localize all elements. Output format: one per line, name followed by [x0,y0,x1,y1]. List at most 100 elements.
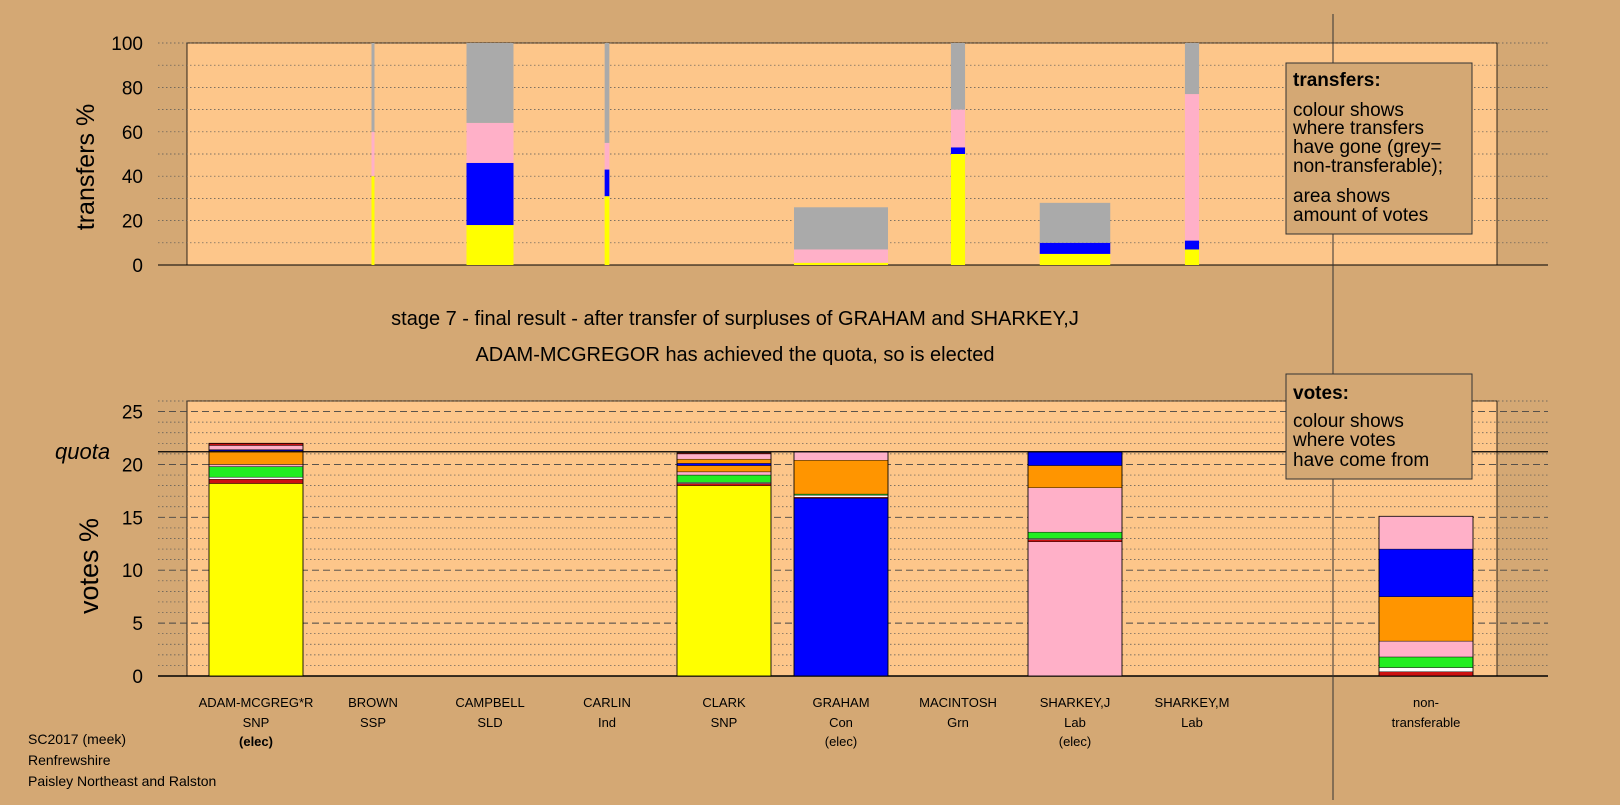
transfer-bar-segment [1184,94,1200,241]
vote-bar-outline [1378,515,1474,677]
candidate-party-label: SNP [243,715,270,730]
transfers-legend-line: amount of votes [1293,205,1428,226]
vote-bar-segment [676,465,772,473]
candidate-name-label: CLARK [702,695,746,710]
transfer-bar-segment [604,169,610,197]
transfer-bar-segment [1039,253,1111,265]
footer: SC2017 (meek) Renfrewshire Paisley North… [28,729,216,792]
vote-bar-segment [208,445,304,450]
vote-bar-segment [793,498,889,677]
vote-bar-segment [1027,451,1123,466]
transfer-bar-segment [950,147,966,154]
legends: transfers: colour shows where transfershav… [1285,14,1473,800]
votes-y-tick-label: 0 [132,667,143,688]
transfers-chart: 0 20 40 60 80 100 transfers % [72,34,1548,277]
transfers-y-tick-label: 20 [122,212,143,233]
transfer-bar-segment [371,131,375,177]
vote-bar-segment [208,479,304,484]
transfer-bar-segment [1184,249,1200,265]
vote-bar-segment [1378,640,1474,658]
candidate-name-label: CAMPBELL [455,695,524,710]
transfer-bar-segment [371,176,375,265]
candidate-name-label: BROWN [348,695,398,710]
votes-legend-line: where votes [1292,430,1395,451]
vote-bar-segment [793,451,889,461]
candidate-party-label: Grn [947,715,969,730]
vote-bar-segment [676,474,772,483]
vote-bar-segment [1378,671,1474,677]
candidate-party-label: SNP [711,715,738,730]
vote-bar-segment [1027,541,1123,677]
vote-bar-segment [1378,548,1474,597]
candidate-party-label: Lab [1064,715,1086,730]
transfer-bar-segment [1039,242,1111,254]
votes-y-tick-label: 25 [122,403,143,424]
vote-bar-segment [208,476,304,480]
candidate-status-label: (elec) [1059,734,1092,749]
footer-line-election: SC2017 (meek) [28,731,127,747]
vote-bar-outline [676,452,772,677]
candidate-party-label: SSP [360,715,386,730]
footer-line-ward: Paisley Northeast and Ralston [28,773,217,789]
elected-caption: ADAM-MCGREGOR has achieved the quota, so… [475,344,994,366]
votes-y-tick-label: 20 [122,455,143,476]
quota-label: quota [55,439,110,464]
transfers-legend-box [1285,62,1473,235]
transfer-bar-segment [371,43,375,132]
transfer-bar-segment [794,207,888,250]
votes-legend-box [1285,373,1473,480]
candidate-party-label: Con [829,715,853,730]
vote-bar-segment [676,483,772,486]
vote-bar-segment [1027,531,1123,539]
candidate-name-label: SHARKEY,J [1040,695,1111,710]
vote-bar-outline [208,442,304,677]
transfer-bar-segment [466,162,514,226]
transfer-bar-segment [950,154,966,265]
candidate-status-label: (elec) [239,734,273,749]
stage-captions: stage 7 - final result - after transfer … [391,308,1079,366]
votes-legend-line: colour shows [1293,411,1404,432]
transfer-bar-segment [466,122,514,163]
transfer-bar-segment [1039,202,1111,243]
candidate-name-label: CARLIN [583,695,631,710]
transfer-bar-segment [1184,240,1200,250]
transfer-bar-segment [794,262,888,265]
transfer-bar-segment [604,142,610,170]
transfers-y-axis-label: transfers % [72,104,100,230]
nontransferable-label: non- [1413,695,1439,710]
votes-y-tick-label: 5 [132,614,143,635]
vote-bar-segment [208,464,304,467]
transfer-bar-segment [950,109,966,148]
transfers-legend-title: transfers: [1293,70,1381,91]
vote-bar-segment [1027,465,1123,488]
candidate-party-label: SLD [477,715,502,730]
footer-line-council: Renfrewshire [28,752,111,768]
transfer-bar-segment [466,43,514,123]
vote-bar-segment [793,494,889,498]
vote-bar-segment [208,483,304,677]
transfer-bar-segment [604,43,610,143]
vote-bar-segment [1378,667,1474,672]
candidate-status-label: (elec) [825,734,858,749]
transfers-legend-line: non-transferable); [1293,156,1443,177]
vote-bar-segment [676,458,772,464]
transfers-y-tick-label: 0 [132,256,143,277]
votes-chart: 0 5 10 15 20 25 votes % quota [55,400,1548,688]
votes-legend-title: votes: [1293,383,1349,404]
vote-bar-segment [208,450,304,465]
vote-bar-segment [676,485,772,677]
vote-bar-segment [793,460,889,495]
candidate-name-label: GRAHAM [812,695,869,710]
transfers-legend-line: have gone (grey= [1293,137,1441,158]
transfers-y-tick-label: 60 [122,123,143,144]
nontransferable-label: transferable [1392,715,1461,730]
transfer-bar-segment [1184,43,1200,95]
transfers-legend-line: where transfers [1292,118,1424,139]
transfer-bar-segment [794,249,888,263]
vote-bar-segment [208,466,304,478]
transfers-y-tick-label: 80 [122,78,143,99]
vote-bar-segment [676,453,772,460]
transfer-bar-segment [466,225,514,265]
